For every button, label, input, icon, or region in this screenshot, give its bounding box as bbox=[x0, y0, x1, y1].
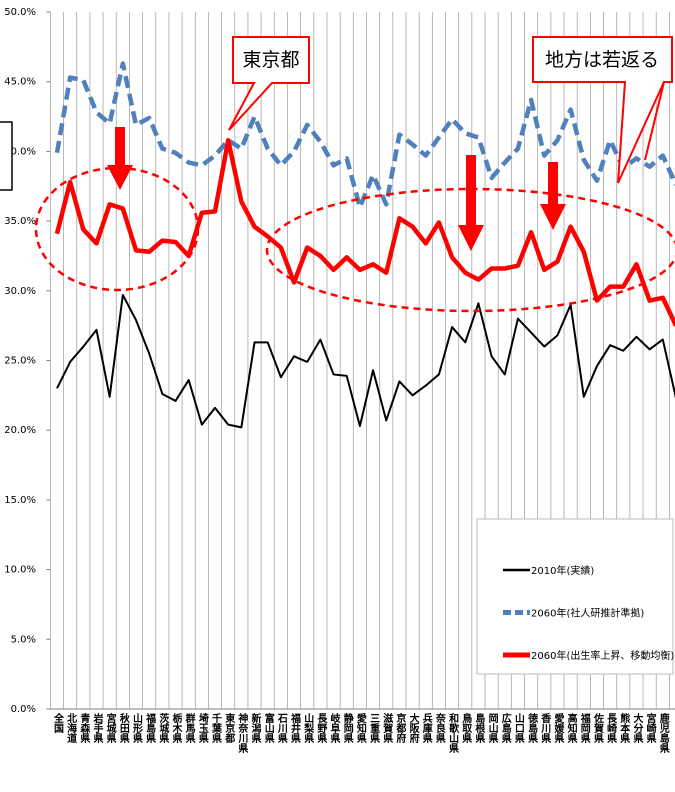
x-tick-label: 京都府 bbox=[394, 712, 407, 744]
callout-pointer bbox=[644, 81, 665, 161]
x-tick-label: 新潟県 bbox=[249, 712, 261, 744]
x-tick-label: 栃木県 bbox=[170, 712, 183, 744]
x-tick-label: 岩手県 bbox=[91, 712, 104, 744]
legend-label: 2010年(実績) bbox=[531, 564, 594, 577]
x-tick-label: 千葉県 bbox=[210, 712, 223, 744]
x-tick-label: 愛媛県 bbox=[552, 712, 565, 744]
x-tick-label: 青森県 bbox=[78, 712, 91, 744]
x-tick-label: 山梨県 bbox=[302, 712, 315, 744]
annotation: 地方は若返る bbox=[545, 49, 659, 71]
x-tick-label: 島根県 bbox=[473, 712, 485, 744]
x-tick-label: 東京都 bbox=[223, 712, 236, 744]
cropped-box bbox=[0, 121, 13, 191]
y-tick-label: 20.0% bbox=[4, 425, 36, 436]
x-tick-label: 鳥取県 bbox=[460, 712, 472, 744]
x-tick-label: 岡山県 bbox=[486, 713, 498, 744]
y-tick-label: 5.0% bbox=[11, 634, 36, 645]
x-tick-label: 秋田県 bbox=[117, 712, 129, 744]
y-tick-label: 35.0% bbox=[4, 216, 36, 227]
x-tick-label: 香川県 bbox=[539, 712, 552, 744]
x-tick-label: 愛知県 bbox=[354, 712, 367, 744]
down-arrow bbox=[458, 155, 484, 251]
y-tick-label: 45.0% bbox=[4, 77, 36, 88]
highlight-ellipse bbox=[34, 166, 200, 292]
x-tick-label: 兵庫県 bbox=[420, 712, 432, 744]
x-tick-label: 富山県 bbox=[262, 712, 274, 744]
y-tick-label: 25.0% bbox=[4, 356, 36, 367]
x-tick-label: 三重県 bbox=[368, 713, 380, 744]
x-axis: 全国 北海道 青森県 岩手県 宮城県 秋田県 山形県 福島県 茨城県 栃木県 群馬県 埼玉県 千葉県 東京… bbox=[51, 712, 670, 754]
x-tick-label: 徳島県 bbox=[526, 712, 539, 744]
x-tick-label: 福島県 bbox=[144, 712, 157, 744]
x-tick-label: 大分県 bbox=[631, 712, 643, 744]
x-tick-label: 広島県 bbox=[499, 712, 511, 744]
legend-label: 2060年(出生率上昇、移動均衡) bbox=[531, 649, 674, 662]
x-tick-label: 熊本県 bbox=[618, 712, 630, 744]
x-tick-label: 北海道 bbox=[65, 712, 77, 744]
x-tick-label: 福井県 bbox=[289, 712, 302, 744]
x-tick-label: 福岡県 bbox=[578, 712, 591, 744]
x-tick-label: 宮崎県 bbox=[644, 712, 656, 744]
y-axis: 0.0% 5.0% 10.0% 15.0% 20.0% 25.0% 30.0% 35.0% 40… bbox=[4, 7, 51, 715]
x-tick-label: 茨城県 bbox=[157, 712, 169, 744]
legend-box bbox=[476, 518, 674, 675]
annotation: 東京都 bbox=[242, 49, 299, 71]
callout bbox=[228, 36, 310, 131]
x-tick-label: 石川県 bbox=[275, 713, 288, 744]
x-tick-label: 山形県 bbox=[131, 712, 143, 744]
x-tick-label: 大阪府 bbox=[407, 712, 419, 744]
x-tick-label: 長野県 bbox=[315, 713, 327, 744]
y-tick-label: 50.0% bbox=[4, 7, 36, 18]
series-line bbox=[56, 293, 675, 429]
x-tick-label: 高知県 bbox=[565, 712, 578, 744]
x-tick-label: 滋賀県 bbox=[381, 712, 394, 744]
x-tick-label: 鹿児島県 bbox=[657, 712, 670, 754]
down-arrow bbox=[107, 127, 133, 190]
x-tick-label: 佐賀県 bbox=[591, 712, 604, 744]
legend: 2010年(実績) 2060年(社人研推計準拠) 2060年(出生率上昇、移動均衡) bbox=[476, 518, 674, 675]
x-tick-label: 静岡県 bbox=[341, 712, 353, 744]
x-tick-label: 群馬県 bbox=[183, 712, 195, 744]
legend-label: 2060年(社人研推計準拠) bbox=[531, 607, 644, 620]
arrows bbox=[107, 127, 566, 251]
x-tick-label: 奈良県 bbox=[433, 712, 446, 744]
x-tick-label: 全国 bbox=[51, 712, 64, 734]
y-tick-label: 30.0% bbox=[4, 286, 36, 297]
x-tick-label: 和歌山県 bbox=[447, 712, 460, 754]
x-tick-label: 埼玉県 bbox=[196, 712, 208, 744]
y-tick-label: 15.0% bbox=[4, 495, 36, 506]
series-line bbox=[54, 61, 675, 210]
y-tick-label: 10.0% bbox=[4, 565, 36, 576]
down-arrow bbox=[540, 162, 566, 230]
series-line bbox=[54, 137, 675, 327]
x-tick-label: 山口県 bbox=[512, 712, 524, 744]
annotations: 東京都 地方は若返る bbox=[0, 36, 675, 313]
y-tick-label: 40.0% bbox=[4, 146, 36, 157]
x-tick-label: 神奈川県 bbox=[236, 712, 249, 754]
x-tick-label: 長崎県 bbox=[605, 713, 617, 744]
callout bbox=[532, 36, 673, 184]
x-tick-label: 岐阜県 bbox=[328, 712, 340, 744]
plot bbox=[54, 61, 675, 429]
y-tick-label: 0.0% bbox=[11, 704, 36, 715]
x-tick-label: 宮城県 bbox=[104, 712, 116, 744]
